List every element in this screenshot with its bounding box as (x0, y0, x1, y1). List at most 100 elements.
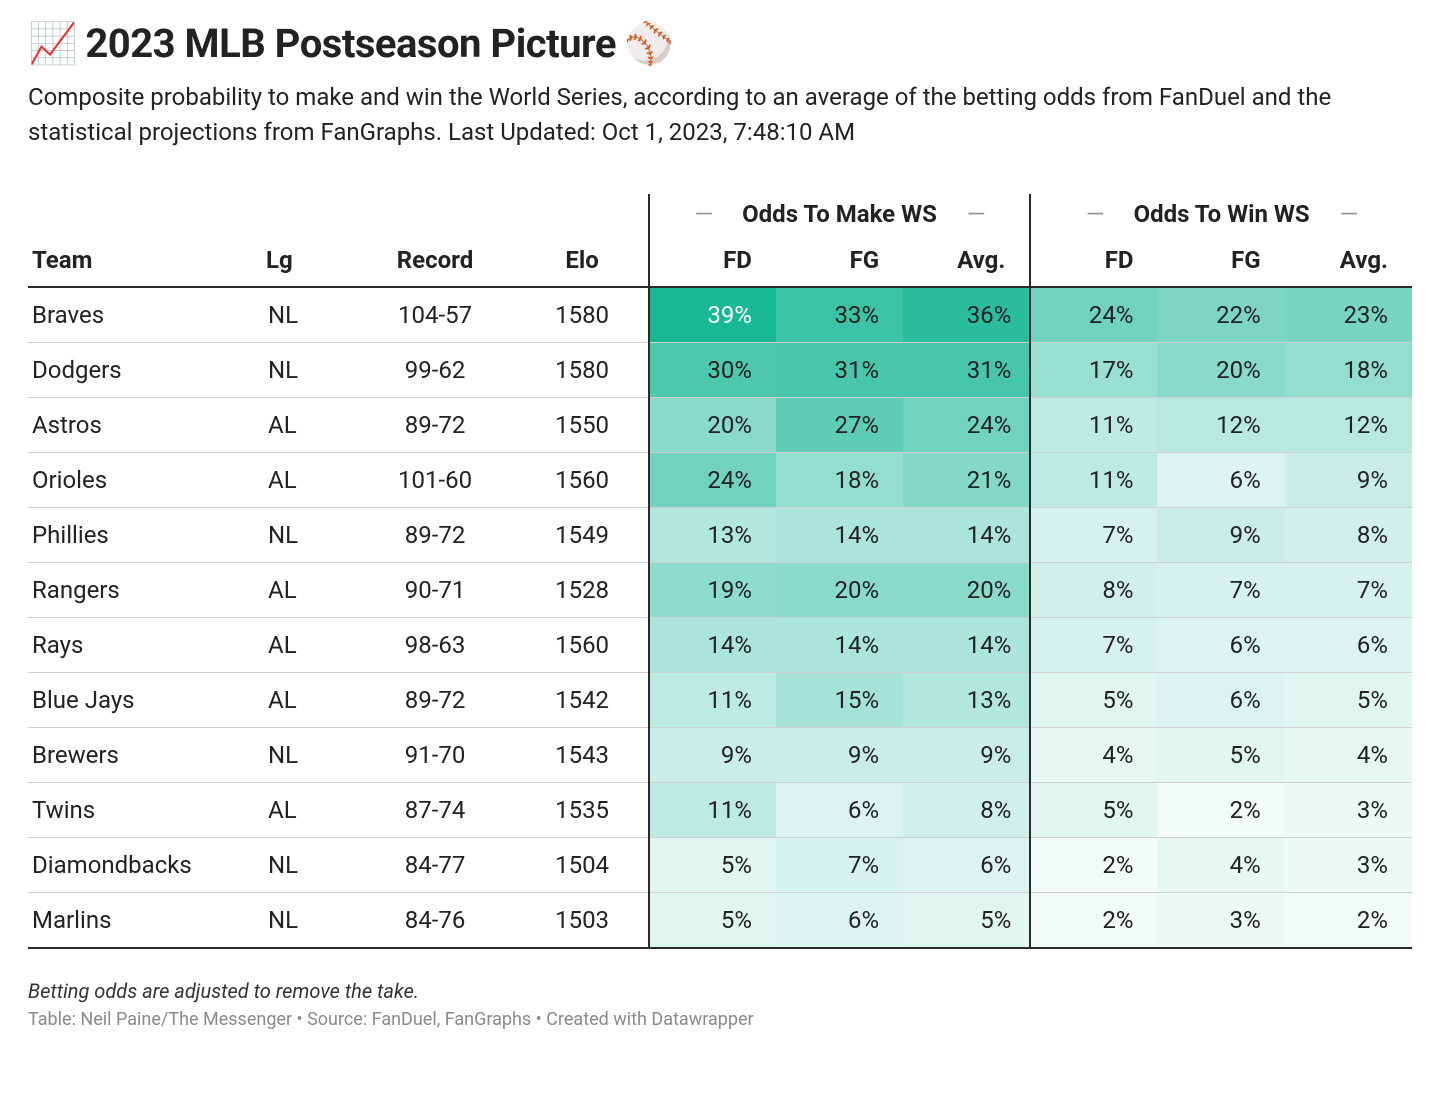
col-record: Record (354, 236, 517, 287)
cell-make-avg: 14% (903, 617, 1030, 672)
cell-win-avg: 4% (1285, 727, 1412, 782)
table-row: TwinsAL87-74153511%6%8%5%2%3% (28, 782, 1412, 837)
cell-win-fg: 7% (1157, 562, 1284, 617)
cell-make-avg: 13% (903, 672, 1030, 727)
table-row: BravesNL104-57158039%33%36%24%22%23% (28, 287, 1412, 343)
cell-make-fg: 31% (776, 342, 903, 397)
cell-make-fg: 18% (776, 452, 903, 507)
cell-win-fd: 7% (1030, 617, 1157, 672)
cell-win-avg: 6% (1285, 617, 1412, 672)
cell-win-avg: 3% (1285, 837, 1412, 892)
col-elo: Elo (516, 236, 648, 287)
cell-record: 89-72 (354, 397, 517, 452)
cell-win-fd: 4% (1030, 727, 1157, 782)
cell-lg: AL (262, 672, 354, 727)
cell-elo: 1549 (516, 507, 648, 562)
cell-win-fd: 24% (1030, 287, 1157, 343)
cell-record: 84-76 (354, 892, 517, 948)
col-win-fg: FG (1157, 236, 1284, 287)
cell-team: Brewers (28, 727, 262, 782)
cell-win-fg: 12% (1157, 397, 1284, 452)
cell-lg: NL (262, 837, 354, 892)
cell-win-fg: 6% (1157, 672, 1284, 727)
cell-win-fd: 17% (1030, 342, 1157, 397)
cell-win-avg: 9% (1285, 452, 1412, 507)
cell-record: 99-62 (354, 342, 517, 397)
cell-team: Braves (28, 287, 262, 343)
cell-lg: NL (262, 727, 354, 782)
group-header-win-ws: — Odds To Win WS — (1030, 194, 1412, 236)
table-column-header: Team Lg Record Elo FD FG Avg. FD FG Avg. (28, 236, 1412, 287)
cell-team: Diamondbacks (28, 837, 262, 892)
cell-lg: NL (262, 507, 354, 562)
cell-win-fg: 4% (1157, 837, 1284, 892)
cell-elo: 1580 (516, 342, 648, 397)
cell-record: 98-63 (354, 617, 517, 672)
cell-win-avg: 8% (1285, 507, 1412, 562)
cell-win-fd: 11% (1030, 397, 1157, 452)
cell-win-fd: 5% (1030, 782, 1157, 837)
table-row: DiamondbacksNL84-7715045%7%6%2%4%3% (28, 837, 1412, 892)
col-make-avg: Avg. (903, 236, 1030, 287)
cell-make-fg: 14% (776, 507, 903, 562)
cell-team: Blue Jays (28, 672, 262, 727)
cell-make-fd: 19% (649, 562, 776, 617)
cell-win-fg: 2% (1157, 782, 1284, 837)
cell-win-avg: 5% (1285, 672, 1412, 727)
cell-make-fg: 20% (776, 562, 903, 617)
cell-make-avg: 36% (903, 287, 1030, 343)
cell-elo: 1504 (516, 837, 648, 892)
cell-elo: 1580 (516, 287, 648, 343)
cell-lg: AL (262, 617, 354, 672)
cell-win-avg: 12% (1285, 397, 1412, 452)
cell-make-fd: 20% (649, 397, 776, 452)
cell-make-fg: 6% (776, 782, 903, 837)
cell-elo: 1528 (516, 562, 648, 617)
cell-make-fd: 39% (649, 287, 776, 343)
cell-record: 90-71 (354, 562, 517, 617)
col-lg: Lg (262, 236, 354, 287)
table-row: RangersAL90-71152819%20%20%8%7%7% (28, 562, 1412, 617)
cell-make-fg: 27% (776, 397, 903, 452)
cell-team: Rangers (28, 562, 262, 617)
credit-line: Table: Neil Paine/The Messenger • Source… (28, 1009, 1412, 1030)
cell-make-fg: 7% (776, 837, 903, 892)
table-row: OriolesAL101-60156024%18%21%11%6%9% (28, 452, 1412, 507)
cell-team: Phillies (28, 507, 262, 562)
cell-team: Marlins (28, 892, 262, 948)
postseason-table: — Odds To Make WS — — Odds To Win WS — T… (28, 194, 1412, 949)
cell-make-fd: 5% (649, 837, 776, 892)
cell-win-avg: 7% (1285, 562, 1412, 617)
table-row: MarlinsNL84-7615035%6%5%2%3%2% (28, 892, 1412, 948)
cell-make-fg: 15% (776, 672, 903, 727)
cell-make-fd: 13% (649, 507, 776, 562)
cell-make-fd: 14% (649, 617, 776, 672)
table-row: AstrosAL89-72155020%27%24%11%12%12% (28, 397, 1412, 452)
cell-win-fd: 5% (1030, 672, 1157, 727)
cell-lg: NL (262, 287, 354, 343)
cell-lg: AL (262, 397, 354, 452)
cell-make-avg: 31% (903, 342, 1030, 397)
cell-win-fg: 9% (1157, 507, 1284, 562)
table-row: DodgersNL99-62158030%31%31%17%20%18% (28, 342, 1412, 397)
cell-team: Twins (28, 782, 262, 837)
cell-make-fg: 14% (776, 617, 903, 672)
cell-elo: 1503 (516, 892, 648, 948)
table-row: BrewersNL91-7015439%9%9%4%5%4% (28, 727, 1412, 782)
cell-win-fd: 2% (1030, 837, 1157, 892)
chart-icon: 📈 (28, 22, 77, 66)
cell-elo: 1560 (516, 617, 648, 672)
cell-win-fg: 22% (1157, 287, 1284, 343)
cell-win-avg: 3% (1285, 782, 1412, 837)
table-row: RaysAL98-63156014%14%14%7%6%6% (28, 617, 1412, 672)
cell-elo: 1550 (516, 397, 648, 452)
cell-make-fd: 11% (649, 672, 776, 727)
cell-win-fd: 7% (1030, 507, 1157, 562)
cell-make-fd: 24% (649, 452, 776, 507)
cell-lg: AL (262, 782, 354, 837)
table-super-header: — Odds To Make WS — — Odds To Win WS — (28, 194, 1412, 236)
cell-win-fg: 6% (1157, 617, 1284, 672)
cell-lg: AL (262, 452, 354, 507)
cell-make-avg: 5% (903, 892, 1030, 948)
cell-make-avg: 14% (903, 507, 1030, 562)
